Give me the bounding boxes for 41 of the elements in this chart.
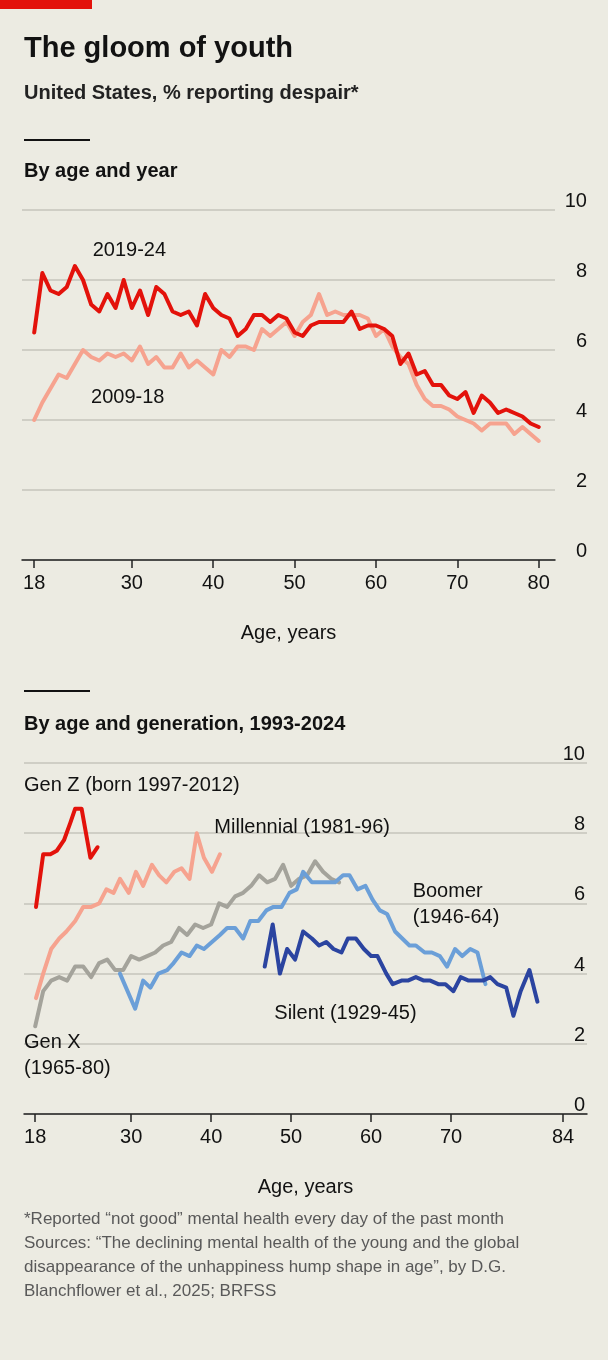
text: By age and year xyxy=(24,158,179,183)
x-tick-label: 70 xyxy=(446,571,469,593)
source-note: Sources: “The declining mental health of the young and the global disappearance of the unhappiness hump shape in age”, by D.G. Blanchflower et al., 2025; BRFSS xyxy=(24,1232,521,1302)
x-tick-label: 30 xyxy=(120,571,143,593)
x-tick-label: 70 xyxy=(439,1125,463,1147)
x-tick-label: 18 xyxy=(24,1125,47,1147)
text: Gen Z (born 1997-2012) xyxy=(24,773,240,796)
y-tick-label: 4 xyxy=(575,399,587,421)
y-tick-label: 2 xyxy=(575,469,587,491)
y-tick-label: 10 xyxy=(562,742,585,764)
series-label: 2019-24 xyxy=(92,237,167,260)
x-tick-label: 18 xyxy=(23,571,46,593)
series-label: Millennial (1981-96) xyxy=(214,815,390,838)
chart-subtitle: United States, % reporting despair* xyxy=(24,80,360,105)
series-label: Boomer (1946-64) xyxy=(412,879,500,928)
y-tick-label: 2 xyxy=(573,1022,585,1045)
y-tick-label: 0 xyxy=(573,1093,585,1115)
x-tick-label: 30 xyxy=(120,1125,143,1147)
series-label: Gen X (1965-80) xyxy=(24,1030,111,1079)
x-tick-label: 40 xyxy=(200,1125,223,1147)
series-label: Silent (1929-45) xyxy=(274,1001,417,1024)
y-tick-label: 6 xyxy=(575,329,587,351)
x-tick-label: 60 xyxy=(364,571,388,593)
x-tick-label: 60 xyxy=(359,1125,383,1147)
x-tick-label: 50 xyxy=(283,571,306,593)
y-tick-label: 8 xyxy=(573,812,585,835)
x-axis-title: Age, years xyxy=(240,621,337,643)
x-tick-label: 84 xyxy=(551,1125,575,1147)
x-axis-title: Age, years xyxy=(257,1175,354,1197)
x-tick-label: 80 xyxy=(527,571,550,593)
x-tick-label: 40 xyxy=(202,571,225,593)
chart-title: By age and generation, 1993-2024 xyxy=(24,711,347,736)
y-tick-label: 8 xyxy=(575,259,587,281)
chart-title: The gloom of youth xyxy=(24,30,294,65)
y-tick-label: 4 xyxy=(573,952,585,975)
text: *Reported “not good” mental health every day of the past month xyxy=(24,1208,506,1230)
x-tick-label: 50 xyxy=(279,1125,303,1147)
y-tick-label: 10 xyxy=(564,189,587,211)
y-tick-label: 0 xyxy=(575,539,587,561)
y-tick-label: 6 xyxy=(573,882,585,905)
series-label: 2009-18 xyxy=(91,384,165,407)
